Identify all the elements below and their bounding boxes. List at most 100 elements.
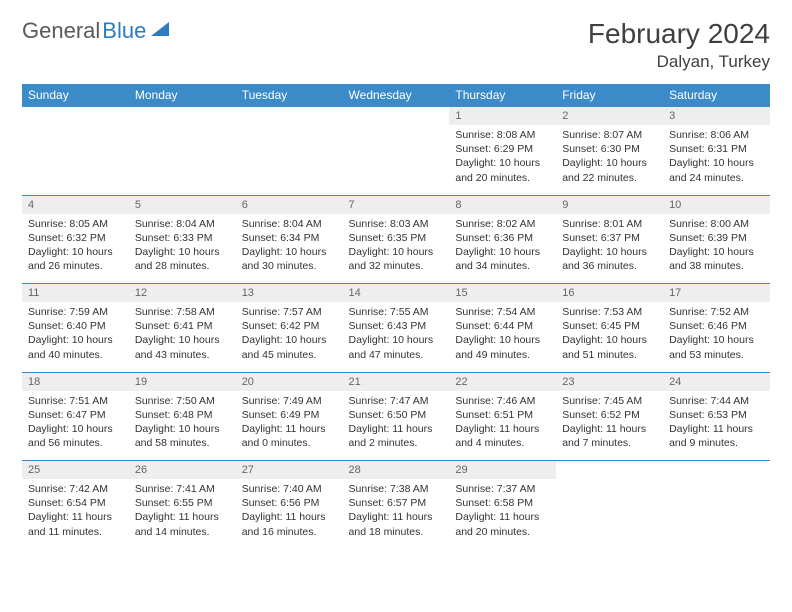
day-content-row: Sunrise: 7:59 AMSunset: 6:40 PMDaylight:… [22,302,770,372]
weekday-header: Sunday [22,84,129,107]
day-number-cell [22,107,129,126]
day-content-cell: Sunrise: 7:51 AMSunset: 6:47 PMDaylight:… [22,391,129,461]
weekday-header: Friday [556,84,663,107]
day-number-cell: 2 [556,107,663,126]
day-number-cell: 17 [663,284,770,303]
sunset-line: Sunset: 6:45 PM [562,319,657,333]
sunset-line: Sunset: 6:51 PM [455,408,550,422]
calendar-table: SundayMondayTuesdayWednesdayThursdayFrid… [22,84,770,549]
day-number-cell: 24 [663,372,770,391]
sunrise-line: Sunrise: 7:58 AM [135,305,230,319]
daylight-line: Daylight: 10 hours and 24 minutes. [669,156,764,184]
day-content-cell: Sunrise: 8:06 AMSunset: 6:31 PMDaylight:… [663,125,770,195]
daylight-line: Daylight: 11 hours and 7 minutes. [562,422,657,450]
sunset-line: Sunset: 6:41 PM [135,319,230,333]
sunrise-line: Sunrise: 8:08 AM [455,128,550,142]
weekday-header: Monday [129,84,236,107]
sunrise-line: Sunrise: 7:47 AM [349,394,444,408]
day-number-cell: 29 [449,461,556,480]
day-content-cell: Sunrise: 8:04 AMSunset: 6:33 PMDaylight:… [129,214,236,284]
day-content-cell [129,125,236,195]
daylight-line: Daylight: 11 hours and 14 minutes. [135,510,230,538]
day-content-cell: Sunrise: 8:07 AMSunset: 6:30 PMDaylight:… [556,125,663,195]
sunset-line: Sunset: 6:33 PM [135,231,230,245]
day-number-cell: 15 [449,284,556,303]
sunrise-line: Sunrise: 7:49 AM [242,394,337,408]
sunrise-line: Sunrise: 8:04 AM [135,217,230,231]
month-title: February 2024 [588,18,770,50]
sunrise-line: Sunrise: 7:54 AM [455,305,550,319]
sunrise-line: Sunrise: 7:55 AM [349,305,444,319]
sunset-line: Sunset: 6:42 PM [242,319,337,333]
day-number-cell: 1 [449,107,556,126]
sunset-line: Sunset: 6:43 PM [349,319,444,333]
weekday-header: Wednesday [343,84,450,107]
weekday-header-row: SundayMondayTuesdayWednesdayThursdayFrid… [22,84,770,107]
day-content-cell [22,125,129,195]
daylight-line: Daylight: 10 hours and 34 minutes. [455,245,550,273]
day-number-row: 11121314151617 [22,284,770,303]
day-number-cell: 7 [343,195,450,214]
day-number-row: 2526272829 [22,461,770,480]
day-content-cell: Sunrise: 7:49 AMSunset: 6:49 PMDaylight:… [236,391,343,461]
daylight-line: Daylight: 10 hours and 51 minutes. [562,333,657,361]
day-number-cell: 25 [22,461,129,480]
daylight-line: Daylight: 11 hours and 11 minutes. [28,510,123,538]
sunset-line: Sunset: 6:55 PM [135,496,230,510]
sunset-line: Sunset: 6:32 PM [28,231,123,245]
day-number-cell: 16 [556,284,663,303]
day-content-row: Sunrise: 7:51 AMSunset: 6:47 PMDaylight:… [22,391,770,461]
sunset-line: Sunset: 6:30 PM [562,142,657,156]
daylight-line: Daylight: 10 hours and 43 minutes. [135,333,230,361]
sunset-line: Sunset: 6:54 PM [28,496,123,510]
sunrise-line: Sunrise: 8:06 AM [669,128,764,142]
day-number-cell: 22 [449,372,556,391]
sunset-line: Sunset: 6:50 PM [349,408,444,422]
day-number-cell: 6 [236,195,343,214]
sunrise-line: Sunrise: 7:38 AM [349,482,444,496]
day-number-cell: 4 [22,195,129,214]
daylight-line: Daylight: 11 hours and 4 minutes. [455,422,550,450]
sunrise-line: Sunrise: 7:41 AM [135,482,230,496]
sunset-line: Sunset: 6:52 PM [562,408,657,422]
day-content-cell: Sunrise: 7:47 AMSunset: 6:50 PMDaylight:… [343,391,450,461]
daylight-line: Daylight: 10 hours and 36 minutes. [562,245,657,273]
day-number-cell: 14 [343,284,450,303]
day-number-cell: 8 [449,195,556,214]
daylight-line: Daylight: 10 hours and 56 minutes. [28,422,123,450]
sunset-line: Sunset: 6:44 PM [455,319,550,333]
day-number-cell: 21 [343,372,450,391]
sunrise-line: Sunrise: 8:01 AM [562,217,657,231]
day-content-row: Sunrise: 8:05 AMSunset: 6:32 PMDaylight:… [22,214,770,284]
day-number-row: 123 [22,107,770,126]
weekday-header: Tuesday [236,84,343,107]
daylight-line: Daylight: 10 hours and 53 minutes. [669,333,764,361]
sunset-line: Sunset: 6:39 PM [669,231,764,245]
sunrise-line: Sunrise: 7:52 AM [669,305,764,319]
day-content-cell: Sunrise: 7:40 AMSunset: 6:56 PMDaylight:… [236,479,343,549]
day-content-cell: Sunrise: 7:37 AMSunset: 6:58 PMDaylight:… [449,479,556,549]
daylight-line: Daylight: 10 hours and 30 minutes. [242,245,337,273]
sunrise-line: Sunrise: 7:59 AM [28,305,123,319]
day-number-cell: 23 [556,372,663,391]
header: GeneralBlue February 2024 Dalyan, Turkey [22,18,770,72]
daylight-line: Daylight: 10 hours and 26 minutes. [28,245,123,273]
day-number-cell: 9 [556,195,663,214]
sunset-line: Sunset: 6:57 PM [349,496,444,510]
day-number-cell: 18 [22,372,129,391]
calendar-body: 123Sunrise: 8:08 AMSunset: 6:29 PMDaylig… [22,107,770,550]
sunrise-line: Sunrise: 7:42 AM [28,482,123,496]
day-content-cell: Sunrise: 7:53 AMSunset: 6:45 PMDaylight:… [556,302,663,372]
brand-triangle-icon [151,22,169,36]
day-number-cell: 11 [22,284,129,303]
day-content-cell: Sunrise: 7:57 AMSunset: 6:42 PMDaylight:… [236,302,343,372]
day-content-cell [663,479,770,549]
day-content-row: Sunrise: 7:42 AMSunset: 6:54 PMDaylight:… [22,479,770,549]
day-number-cell: 13 [236,284,343,303]
day-number-cell [236,107,343,126]
day-number-cell [663,461,770,480]
day-number-cell: 28 [343,461,450,480]
day-number-cell: 26 [129,461,236,480]
day-content-cell: Sunrise: 8:01 AMSunset: 6:37 PMDaylight:… [556,214,663,284]
sunrise-line: Sunrise: 8:03 AM [349,217,444,231]
